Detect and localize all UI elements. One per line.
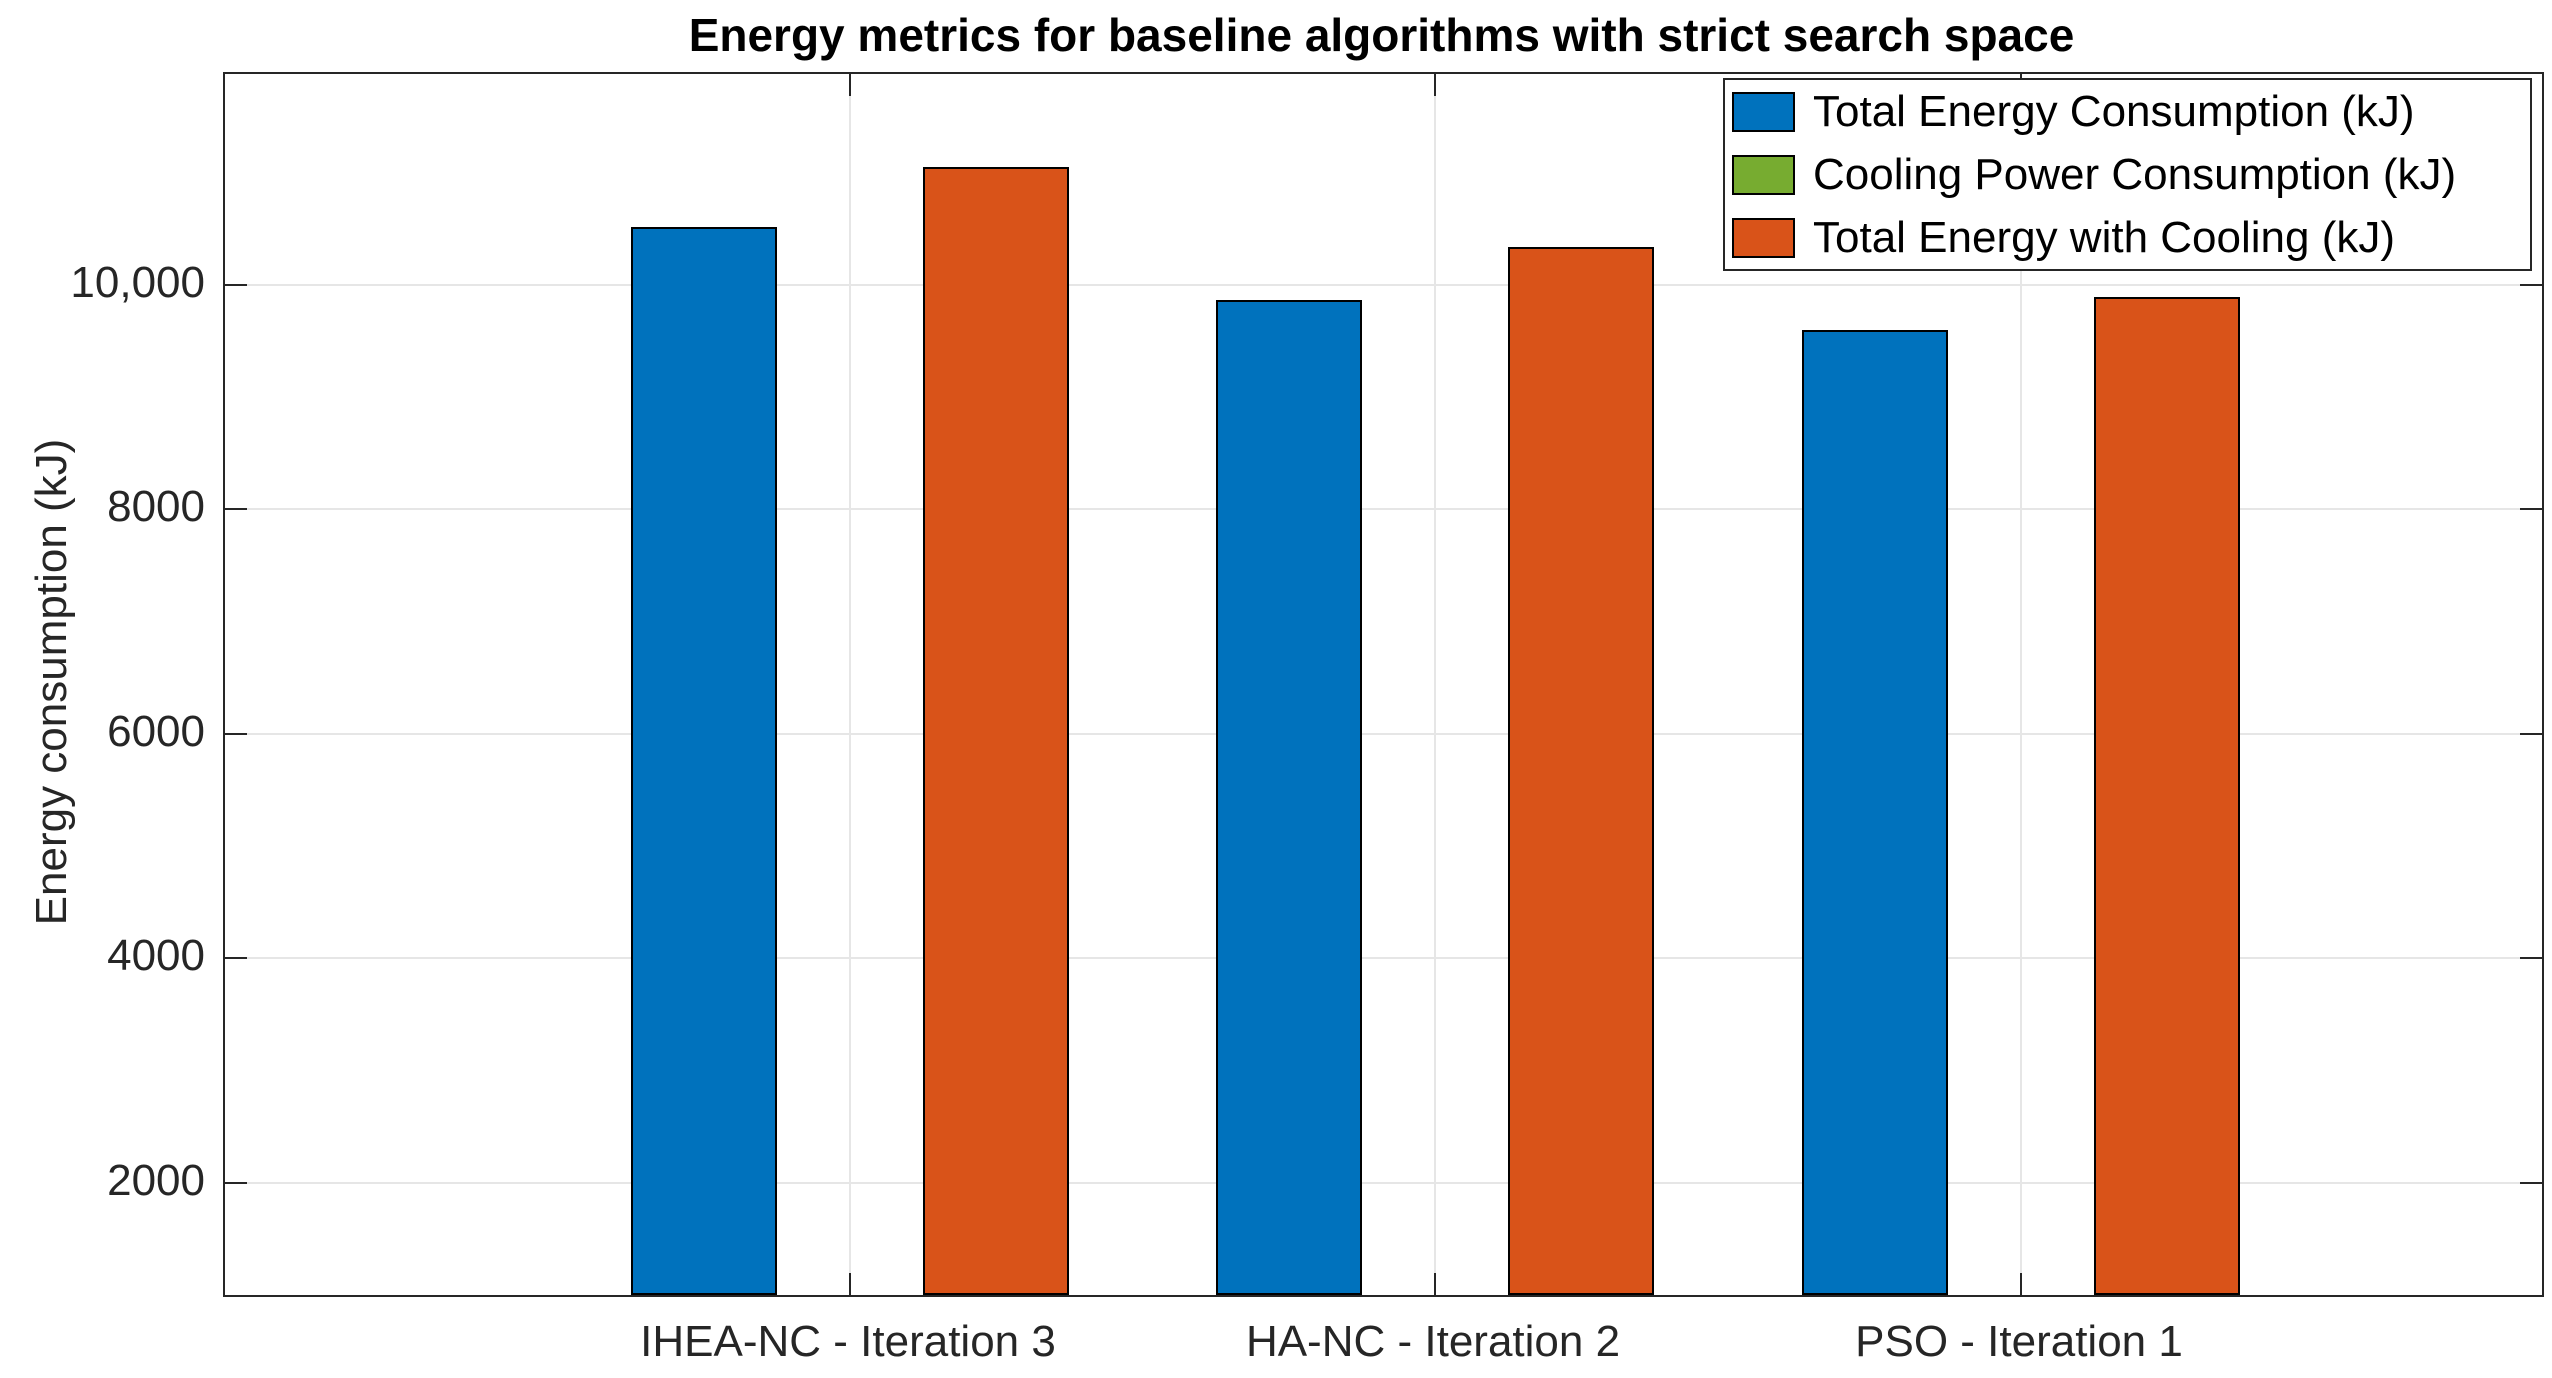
legend-entry-label: Total Energy with Cooling (kJ)	[1813, 212, 2396, 262]
legend-swatch	[1732, 217, 1795, 258]
bar-total-with-cooling	[2094, 297, 2240, 1295]
y-tick-label: 4000	[107, 931, 205, 980]
chart-title: Energy metrics for baseline algorithms w…	[688, 9, 2075, 61]
y-tick-right	[2520, 957, 2542, 959]
x-tick-label: HA-NC - Iteration 2	[1245, 1317, 1621, 1366]
y-gridline	[225, 733, 2542, 735]
y-tick-left	[225, 508, 247, 510]
x-tick-bottom	[1434, 1273, 1436, 1295]
y-tick-right	[2520, 284, 2542, 286]
legend-entry-label: Cooling Power Consumption (kJ)	[1813, 149, 2457, 199]
y-tick-right	[2520, 508, 2542, 510]
y-tick-right	[2520, 733, 2542, 735]
legend-swatch	[1732, 91, 1795, 132]
y-tick-label: 2000	[107, 1156, 205, 1205]
x-tick-label: PSO - Iteration 1	[1855, 1317, 2183, 1366]
y-tick-right	[2520, 1182, 2542, 1184]
legend: Total Energy Consumption (kJ) Cooling Pow…	[1723, 78, 2532, 271]
y-tick-left	[225, 1182, 247, 1184]
x-tick-bottom	[849, 1273, 851, 1295]
x-tick-label: IHEA-NC - Iteration 3	[640, 1317, 1056, 1366]
y-tick-left	[225, 733, 247, 735]
y-gridline	[225, 957, 2542, 959]
y-tick-left	[225, 957, 247, 959]
plot-area	[223, 72, 2544, 1297]
y-gridline	[225, 1182, 2542, 1184]
x-gridline	[1434, 74, 1436, 1295]
legend-entry-label: Total Energy Consumption (kJ)	[1813, 86, 2415, 136]
x-tick-bottom	[2020, 1273, 2022, 1295]
y-tick-label: 6000	[107, 707, 205, 756]
y-gridline	[225, 508, 2542, 510]
bar-total-with-cooling	[923, 167, 1069, 1295]
y-tick-label: 10,000	[70, 258, 205, 307]
x-tick-top	[1434, 74, 1436, 96]
legend-swatch	[1732, 154, 1795, 195]
legend-entry: Total Energy with Cooling (kJ)	[1725, 206, 2530, 269]
y-tick-label: 8000	[107, 482, 205, 531]
bar-total-energy	[1216, 300, 1362, 1295]
x-tick-top	[849, 74, 851, 96]
x-gridline	[2020, 74, 2022, 1295]
y-tick-left	[225, 284, 247, 286]
bar-total-energy	[631, 227, 777, 1295]
bar-total-with-cooling	[1508, 247, 1654, 1295]
x-gridline	[849, 74, 851, 1295]
bar-total-energy	[1802, 330, 1948, 1295]
legend-entry: Cooling Power Consumption (kJ)	[1725, 143, 2530, 206]
legend-entry: Total Energy Consumption (kJ)	[1725, 80, 2530, 143]
y-gridline	[225, 284, 2542, 286]
